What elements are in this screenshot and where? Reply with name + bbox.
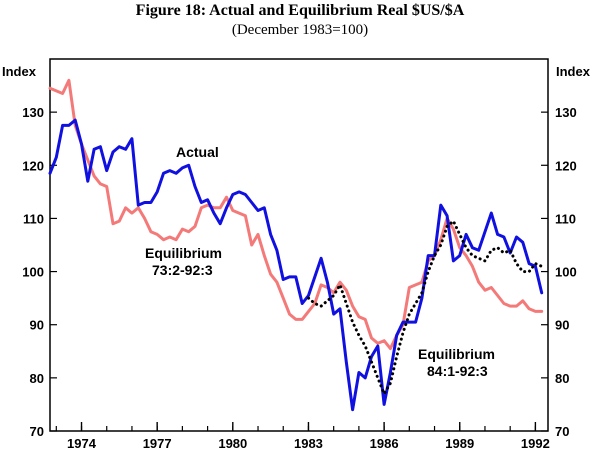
y-tick-label-left: 100 bbox=[22, 265, 44, 280]
x-tick-label: 1980 bbox=[218, 436, 247, 451]
y-axis-label-left: Index bbox=[2, 64, 37, 79]
x-tick-label: 1974 bbox=[67, 436, 97, 451]
chart-title: Figure 18: Actual and Equilibrium Real $… bbox=[135, 2, 465, 19]
chart-subtitle: (December 1983=100) bbox=[231, 22, 369, 38]
x-tick-label: 1986 bbox=[370, 436, 399, 451]
y-tick-label-left: 110 bbox=[23, 211, 44, 226]
y-tick-label-right: 120 bbox=[555, 158, 577, 173]
plot-frame bbox=[49, 58, 549, 432]
y-tick-label-left: 70 bbox=[30, 424, 44, 439]
series-line-equilibrium-84-1-92-3 bbox=[307, 219, 544, 396]
y-tick-label-right: 90 bbox=[555, 318, 569, 333]
y-tick-label-left: 80 bbox=[30, 371, 44, 386]
tick-group: 70 70 80 80 90 90 100 100 110 110 120 120 130 130 1974… bbox=[22, 105, 576, 451]
x-tick-label: 1977 bbox=[143, 436, 172, 451]
annotation-equilibrium-1-line1: Equilibrium bbox=[145, 245, 222, 261]
y-tick-label-right: 80 bbox=[555, 371, 569, 386]
y-axis-label-right: Index bbox=[556, 64, 591, 79]
annotation-equilibrium-2-line1: Equilibrium bbox=[418, 346, 495, 362]
y-tick-label-left: 120 bbox=[22, 158, 44, 173]
annotation-equilibrium-1-line2: 73:2-92:3 bbox=[152, 262, 213, 278]
y-tick-label-right: 110 bbox=[555, 211, 576, 226]
y-tick-label-left: 130 bbox=[22, 105, 44, 120]
series-line-equilibrium-73-2-92-3 bbox=[48, 78, 544, 351]
x-tick-label: 1989 bbox=[445, 436, 474, 451]
x-tick-label: 1992 bbox=[521, 436, 550, 451]
y-tick-label-right: 70 bbox=[555, 424, 569, 439]
y-tick-label-right: 100 bbox=[555, 265, 577, 280]
y-tick-label-left: 90 bbox=[30, 318, 44, 333]
x-tick-label: 1983 bbox=[294, 436, 323, 451]
series-group bbox=[48, 78, 544, 412]
annotation-actual: Actual bbox=[176, 144, 219, 160]
series-line-actual bbox=[48, 118, 544, 412]
y-tick-label-right: 130 bbox=[555, 105, 577, 120]
annotation-equilibrium-2-line2: 84:1-92:3 bbox=[427, 363, 488, 379]
